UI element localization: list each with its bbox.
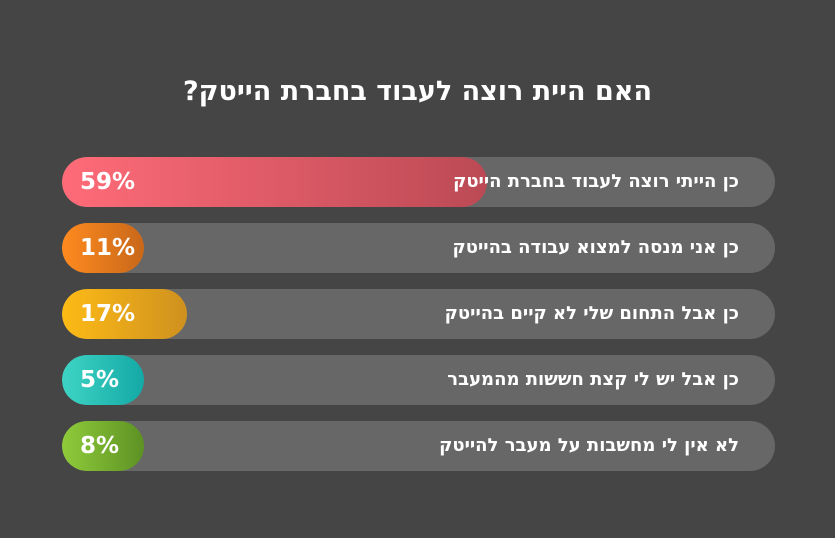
bar-row-4: 5% כן אבל יש לי קצת חששות מהמעבר (62, 355, 775, 405)
bar-fill-3 (62, 289, 188, 339)
chart-title: האם היית רוצה לעבוד בחברת הייטק? (182, 76, 653, 107)
bar-fill-1 (62, 157, 487, 207)
bar-row-5: 8% לא אין לי מחשבות על מעבר להייטק (62, 421, 775, 471)
category-label-5: לא אין לי מחשבות על מעבר להייטק (439, 435, 739, 456)
category-label-1: כן הייתי רוצה לעבוד בחברת הייטק (453, 171, 739, 192)
value-label-5: 8% (80, 433, 120, 459)
bar-row-2: 11% כן אני מנסה למצוא עבודה בהייטק (62, 223, 775, 273)
value-label-2: 11% (80, 235, 136, 261)
value-label-3: 17% (80, 301, 136, 327)
bar-fill-5 (62, 421, 144, 471)
bar-fill-4 (62, 355, 144, 405)
category-label-2: כן אני מנסה למצוא עבודה בהייטק (452, 237, 739, 258)
bar-row-1: 59% כן הייתי רוצה לעבוד בחברת הייטק (62, 157, 775, 207)
bar-chart: 59% כן הייתי רוצה לעבוד בחברת הייטק 11% … (62, 157, 775, 487)
value-label-4: 5% (80, 367, 120, 393)
value-label-1: 59% (80, 169, 136, 195)
category-label-3: כן אבל התחום שלי לא קיים בהייטק (444, 303, 739, 324)
category-label-4: כן אבל יש לי קצת חששות מהמעבר (447, 369, 739, 390)
bar-row-3: 17% כן אבל התחום שלי לא קיים בהייטק (62, 289, 775, 339)
bar-fill-2 (62, 223, 145, 273)
